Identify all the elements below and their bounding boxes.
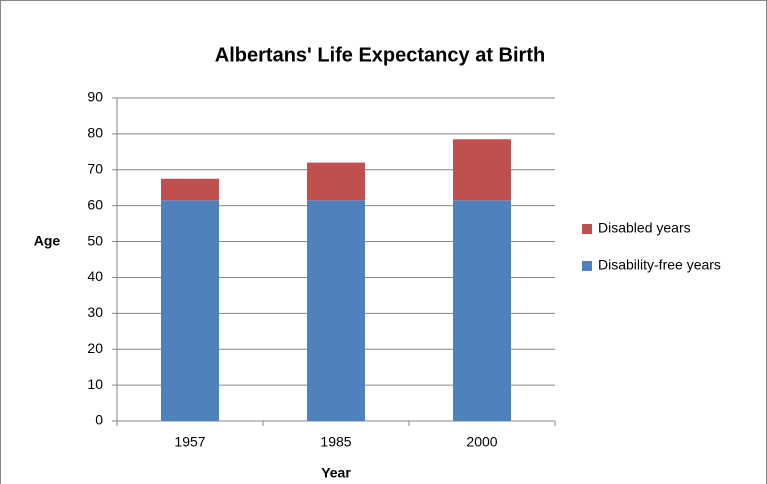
chart-title: Albertans' Life Expectancy at Birth xyxy=(215,44,545,66)
bar-segment xyxy=(453,139,511,201)
y-tick-label: 40 xyxy=(87,268,103,284)
legend-label: Disabled years xyxy=(598,220,691,236)
bar-segment xyxy=(161,178,219,201)
y-tick-label: 30 xyxy=(87,304,103,320)
x-tick-label: 1985 xyxy=(320,434,351,450)
bar-segment xyxy=(453,200,511,421)
y-tick-label: 80 xyxy=(87,125,103,141)
x-tick-label: 2000 xyxy=(466,434,497,450)
y-tick-label: 60 xyxy=(87,196,103,212)
y-tick-label: 0 xyxy=(95,412,103,428)
y-axis-label: Age xyxy=(34,233,61,249)
y-tick-label: 70 xyxy=(87,160,103,176)
x-tick-label: 1957 xyxy=(174,434,205,450)
y-tick-label: 20 xyxy=(87,340,103,356)
legend-swatch xyxy=(582,261,592,271)
y-tick-label: 50 xyxy=(87,232,103,248)
bar-segment xyxy=(307,162,365,201)
legend-swatch xyxy=(582,224,592,234)
legend-label: Disability-free years xyxy=(598,257,721,273)
y-tick-label: 10 xyxy=(87,376,103,392)
y-tick-label: 90 xyxy=(87,89,103,105)
x-axis-label: Year xyxy=(321,465,351,481)
bar-segment xyxy=(161,200,219,421)
bar-segment xyxy=(307,200,365,421)
